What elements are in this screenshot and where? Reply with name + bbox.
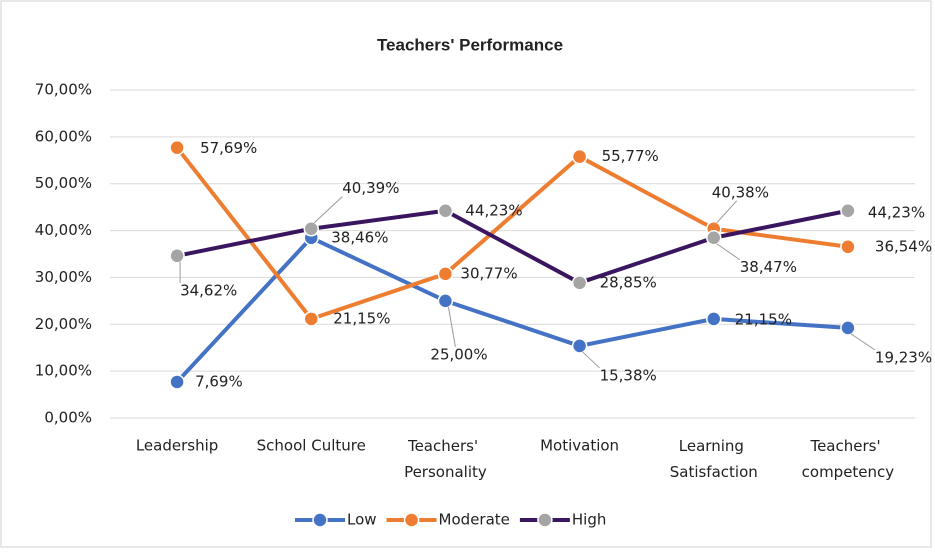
y-tick-label: 70,00% (35, 81, 92, 99)
leader-line (716, 243, 741, 261)
x-tick-label: School Culture (257, 437, 366, 455)
legend-marker (403, 512, 420, 528)
leader-line (850, 333, 876, 351)
x-tick-label-line: Satisfaction (670, 463, 758, 481)
series-line (176, 208, 849, 285)
x-tick-label: Motivation (540, 437, 619, 455)
y-tick-label: 60,00% (35, 127, 92, 145)
y-tick-label: 0,00% (44, 409, 92, 427)
marker (840, 239, 856, 255)
leader-line (447, 306, 456, 347)
marker (437, 203, 454, 219)
marker (169, 139, 185, 156)
legend-label: High (572, 511, 606, 529)
y-tick-label: 20,00% (35, 315, 92, 333)
y-tick-label: 40,00% (35, 221, 92, 239)
data-label: 21,15% (735, 310, 792, 328)
legend-label: Moderate (439, 511, 510, 529)
marker (840, 203, 856, 219)
legend-label: Low (347, 511, 377, 529)
data-label: 34,62% (180, 281, 237, 299)
data-label: 28,85% (600, 273, 657, 291)
x-tick-label-line: competency (802, 463, 895, 481)
data-label: 19,23% (875, 348, 932, 366)
x-tick-label: Teachers' competency (802, 437, 895, 481)
data-label: 55,77% (602, 147, 659, 165)
data-label: 30,77% (460, 264, 517, 282)
data-label: 25,00% (430, 345, 487, 363)
leader-line (582, 351, 600, 369)
marker (571, 275, 588, 291)
marker (571, 338, 588, 354)
data-label: 44,23% (465, 201, 522, 219)
marker (706, 311, 722, 327)
x-tick-label: Learning Satisfaction (670, 437, 758, 481)
x-tick-label-line: Personality (404, 463, 487, 481)
chart-title: Teachers' Performance (377, 35, 563, 54)
x-tick-label-line: Teachers' (809, 437, 885, 455)
marker (169, 248, 185, 264)
data-label: 38,46% (331, 228, 388, 246)
marker (437, 293, 454, 309)
data-label: 44,23% (868, 203, 925, 221)
data-label: 15,38% (600, 366, 657, 384)
data-label: 38,47% (740, 258, 797, 276)
leader-line (313, 196, 343, 224)
marker (169, 374, 185, 390)
y-tick-label: 50,00% (35, 174, 92, 192)
x-tick-label-line: Teachers' (407, 437, 483, 455)
data-label: 57,69% (200, 139, 257, 157)
data-label: 40,39% (342, 179, 399, 197)
y-tick-label: 10,00% (35, 362, 92, 380)
data-label: 7,69% (195, 372, 243, 390)
x-tick-label: Leadership (136, 437, 218, 455)
legend-marker (537, 512, 553, 528)
series-line (175, 235, 849, 384)
x-tick-label: Teachers' Personality (404, 437, 487, 481)
data-label: 40,38% (712, 183, 769, 201)
data-label: 36,54% (875, 237, 932, 255)
x-tick-label-line: Learning (679, 437, 749, 455)
leader-line (716, 200, 738, 224)
marker (303, 311, 319, 327)
marker (706, 229, 722, 246)
marker (571, 148, 588, 165)
marker (840, 320, 856, 336)
marker (303, 220, 319, 237)
data-label: 21,15% (333, 309, 390, 327)
y-tick-label: 30,00% (35, 268, 92, 286)
legend-marker (312, 512, 328, 528)
marker (437, 266, 454, 282)
